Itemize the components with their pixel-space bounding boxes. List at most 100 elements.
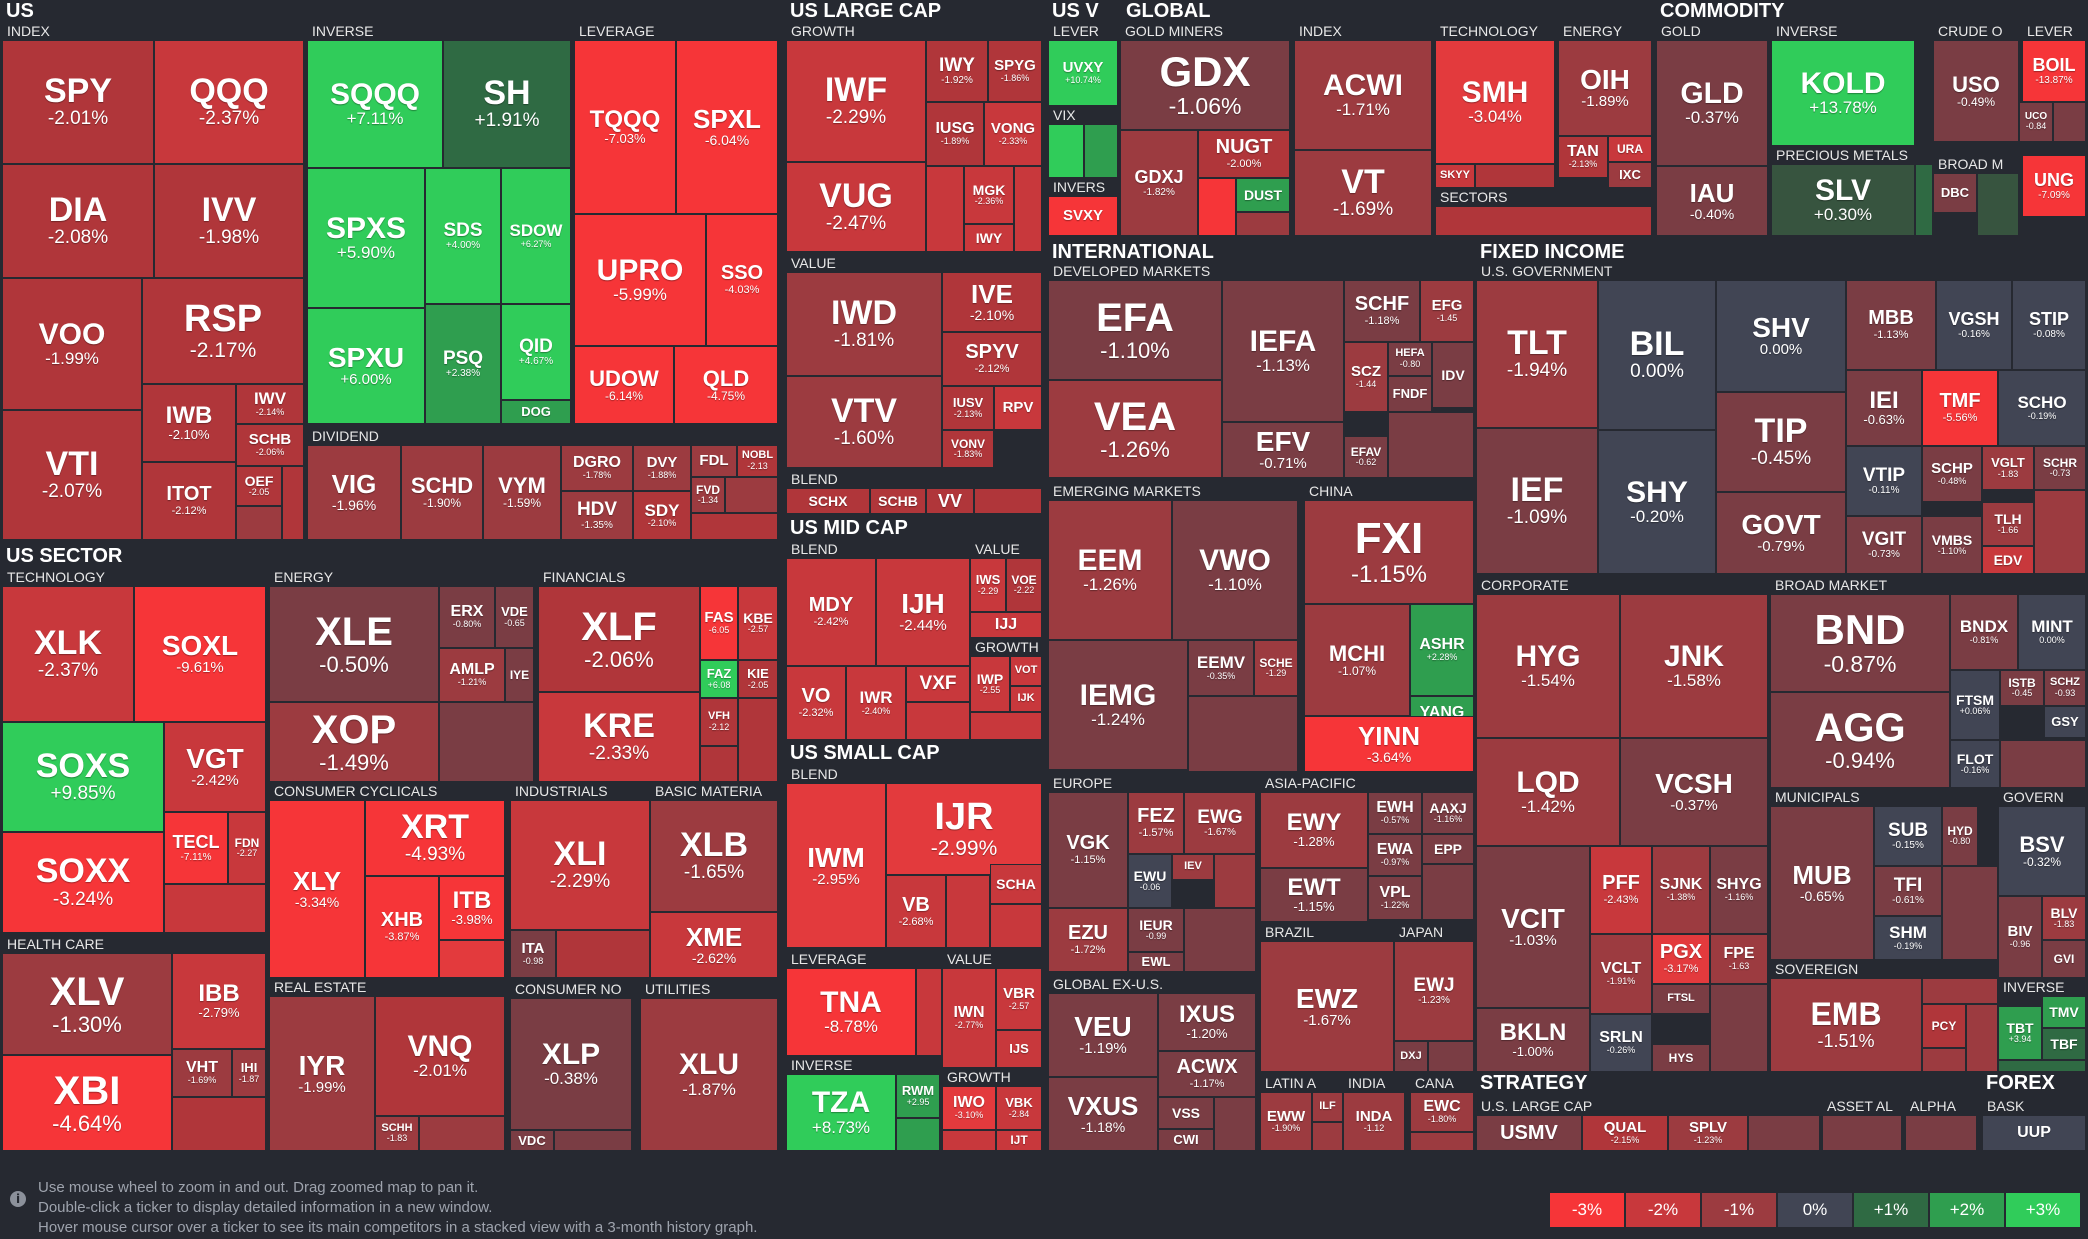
ticker-tile-schp[interactable]: SCHP -0.48% (1922, 446, 1982, 502)
ticker-tile-vnq[interactable]: VNQ -2.01% (375, 996, 505, 1116)
ticker-tile-gvi[interactable]: GVI (2042, 940, 2086, 978)
ticker-tile-psq[interactable]: PSQ +2.38% (425, 304, 501, 424)
minor-ticker-tile[interactable] (1214, 854, 1256, 908)
ticker-tile-iwy[interactable]: IWY -1.92% (926, 40, 988, 102)
ticker-tile-shv[interactable]: SHV 0.00% (1716, 280, 1846, 392)
ticker-tile-vt[interactable]: VT -1.69% (1294, 150, 1432, 236)
ticker-tile-shy[interactable]: SHY -0.20% (1598, 430, 1716, 574)
ticker-tile-dog[interactable]: DOG (501, 400, 571, 424)
minor-ticker-tile[interactable] (1915, 164, 1933, 236)
ticker-tile-iei[interactable]: IEI -0.63% (1846, 370, 1922, 446)
ticker-tile-stip[interactable]: STIP -0.08% (2012, 280, 2086, 370)
ticker-tile-sdow[interactable]: SDOW +6.27% (501, 168, 571, 304)
minor-ticker-tile[interactable] (946, 875, 990, 948)
minor-ticker-tile[interactable] (1822, 1115, 1902, 1151)
ticker-tile-vgit[interactable]: VGIT -0.73% (1846, 516, 1922, 574)
ticker-tile-uup[interactable]: UUP (1982, 1115, 2086, 1151)
ticker-tile-iyr[interactable]: IYR -1.99% (269, 996, 375, 1151)
ticker-tile-spxs[interactable]: SPXS +5.90% (307, 168, 425, 308)
ticker-tile-xlv[interactable]: XLV -1.30% (2, 953, 172, 1055)
ticker-tile-mdy[interactable]: MDY -2.42% (786, 558, 876, 666)
ticker-tile-udow[interactable]: UDOW -6.14% (574, 346, 674, 424)
ticker-tile-yinn[interactable]: YINN -3.64% (1304, 716, 1474, 772)
ticker-tile-fdn[interactable]: FDN -2.27 (228, 812, 266, 884)
ticker-tile-ewh[interactable]: EWH -0.57% (1368, 792, 1422, 834)
ticker-tile-iwy[interactable]: IWY (964, 224, 1014, 252)
ticker-tile-vcit[interactable]: VCIT -1.03% (1476, 846, 1590, 1008)
ticker-tile-eww[interactable]: EWW -1.90% (1260, 1092, 1312, 1151)
ticker-tile-sche[interactable]: SCHE -1.29 (1254, 640, 1298, 696)
ticker-tile-ijs[interactable]: IJS (996, 1030, 1042, 1068)
minor-ticker-tile[interactable] (1014, 166, 1042, 252)
minor-ticker-tile[interactable] (1422, 864, 1474, 920)
ticker-tile-shm[interactable]: SHM -0.19% (1874, 916, 1942, 960)
ticker-tile-vclt[interactable]: VCLT -1.91% (1590, 934, 1652, 1014)
ticker-tile-ewj[interactable]: EWJ -1.23% (1394, 941, 1474, 1041)
ticker-tile-fxi[interactable]: FXI -1.15% (1304, 500, 1474, 604)
ticker-tile-iwd[interactable]: IWD -1.81% (786, 272, 942, 376)
ticker-tile-gld[interactable]: GLD -0.37% (1656, 40, 1768, 166)
ticker-tile-gsy[interactable]: GSY (2044, 706, 2086, 738)
minor-ticker-tile[interactable] (164, 884, 266, 933)
ticker-tile-sjnk[interactable]: SJNK -1.38% (1652, 846, 1710, 934)
minor-ticker-tile[interactable] (1214, 1097, 1256, 1151)
ticker-tile-gdxj[interactable]: GDXJ -1.82% (1120, 130, 1198, 236)
minor-ticker-tile[interactable] (990, 904, 1042, 948)
ticker-tile-rwm[interactable]: RWM +2.95 (896, 1074, 940, 1118)
ticker-tile-spxu[interactable]: SPXU +6.00% (307, 308, 425, 424)
ticker-tile-eem[interactable]: EEM -1.26% (1048, 500, 1172, 640)
ticker-tile-scha[interactable]: SCHA (990, 864, 1042, 904)
ticker-tile-vmbs[interactable]: VMBS -1.10% (1922, 516, 1982, 574)
ticker-tile-ewz[interactable]: EWZ -1.67% (1260, 941, 1394, 1072)
ticker-tile-blv[interactable]: BLV -1.83 (2042, 896, 2086, 940)
ticker-tile-hdv[interactable]: HDV -1.35% (561, 491, 633, 540)
ticker-tile-gdx[interactable]: GDX -1.06% (1120, 40, 1290, 130)
ticker-tile-vo[interactable]: VO -2.32% (786, 666, 846, 740)
ticker-tile-ief[interactable]: IEF -1.09% (1476, 428, 1598, 574)
ticker-tile-iefa[interactable]: IEFA -1.13% (1222, 280, 1344, 422)
ticker-tile-vti[interactable]: VTI -2.07% (2, 410, 142, 540)
ticker-tile-ewg[interactable]: EWG -1.67% (1184, 792, 1256, 854)
ticker-tile-spyv[interactable]: SPYV -2.12% (942, 332, 1042, 386)
ticker-tile-vong[interactable]: VONG -2.33% (984, 102, 1042, 166)
ticker-tile-qid[interactable]: QID +4.67% (501, 304, 571, 400)
ticker-tile-bkln[interactable]: BKLN -1.00% (1476, 1008, 1590, 1072)
ticker-tile-xlu[interactable]: XLU -1.87% (640, 998, 778, 1151)
ticker-tile-scho[interactable]: SCHO -0.19% (1998, 370, 2086, 446)
ticker-tile-ibb[interactable]: IBB -2.79% (172, 953, 266, 1049)
ticker-tile-ewa[interactable]: EWA -0.97% (1368, 834, 1422, 876)
ticker-tile-xrt[interactable]: XRT -4.93% (365, 800, 505, 876)
minor-ticker-tile[interactable] (1748, 1115, 1820, 1151)
ticker-tile-uvxy[interactable]: UVXY +10.74% (1048, 40, 1118, 106)
ticker-tile-ixc[interactable]: IXC (1608, 162, 1652, 188)
ticker-tile-iwm[interactable]: IWM -2.95% (786, 783, 886, 948)
ticker-tile-ewt[interactable]: EWT -1.15% (1260, 868, 1368, 922)
ticker-tile-aaxj[interactable]: AAXJ -1.16% (1422, 792, 1474, 834)
minor-ticker-tile[interactable] (1428, 1041, 1474, 1072)
minor-ticker-tile[interactable] (1977, 173, 2019, 236)
ticker-tile-tecl[interactable]: TECL -7.11% (164, 812, 228, 884)
ticker-tile-srln[interactable]: SRLN -0.26% (1590, 1014, 1652, 1072)
ticker-tile-schr[interactable]: SCHR -0.73 (2034, 446, 2086, 490)
ticker-tile-schb[interactable]: SCHB -2.06% (236, 424, 304, 466)
ticker-tile-efv[interactable]: EFV -0.71% (1222, 422, 1344, 478)
ticker-tile-vde[interactable]: VDE -0.65 (495, 586, 534, 648)
ticker-tile-nugt[interactable]: NUGT -2.00% (1198, 130, 1290, 178)
ticker-tile-xly[interactable]: XLY -3.34% (269, 800, 365, 978)
ticker-tile-nobl[interactable]: NOBL -2.13 (737, 445, 778, 477)
ticker-tile-tqqq[interactable]: TQQQ -7.03% (574, 40, 676, 214)
minor-ticker-tile[interactable] (916, 968, 942, 1056)
ticker-tile-vig[interactable]: VIG -1.96% (307, 445, 401, 540)
ticker-tile-fez[interactable]: FEZ -1.57% (1128, 792, 1184, 854)
ticker-tile-iws[interactable]: IWS -2.29 (970, 558, 1006, 612)
ticker-tile-mint[interactable]: MINT 0.00% (2018, 594, 2086, 670)
ticker-tile-ashr[interactable]: ASHR +2.28% (1410, 604, 1474, 696)
ticker-tile-soxs[interactable]: SOXS +9.85% (2, 722, 164, 832)
ticker-tile-ewl[interactable]: EWL (1128, 952, 1184, 972)
minor-ticker-tile[interactable] (172, 1097, 266, 1151)
ticker-tile-qld[interactable]: QLD -4.75% (674, 346, 778, 424)
ticker-tile-mchi[interactable]: MCHI -1.07% (1304, 604, 1410, 716)
ticker-tile-emb[interactable]: EMB -1.51% (1770, 978, 1922, 1072)
ticker-tile-pff[interactable]: PFF -2.43% (1590, 846, 1652, 934)
ticker-tile-mbb[interactable]: MBB -1.13% (1846, 280, 1936, 370)
